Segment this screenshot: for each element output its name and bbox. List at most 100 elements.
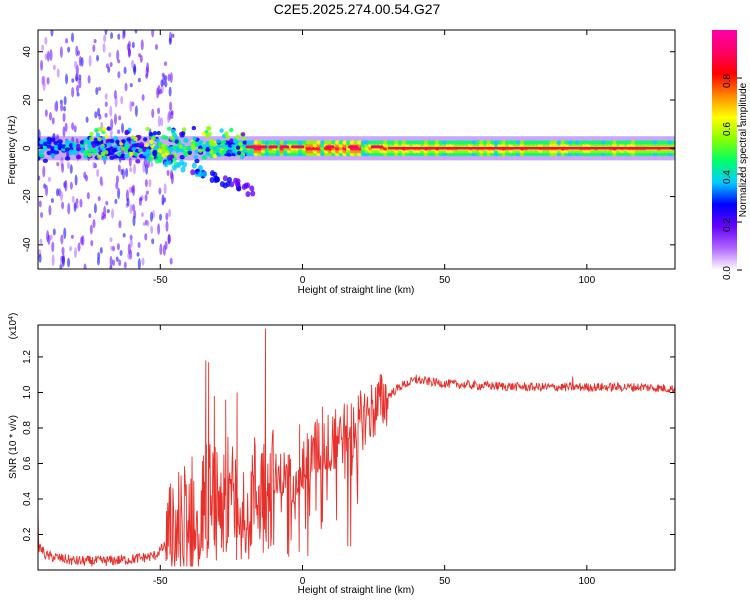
- spectrogram-noise-mark: [97, 107, 101, 117]
- spectrogram-noise-mark: [163, 61, 167, 67]
- spectrogram-band-mark: [604, 140, 610, 145]
- spectrogram-band-mark: [467, 140, 474, 145]
- spectrogram-band-mark: [331, 140, 337, 145]
- spectrogram-noise-mark: [165, 212, 169, 221]
- spectrogram-noise-mark: [94, 111, 98, 119]
- spectrogram-noise-mark: [109, 105, 113, 118]
- spectrogram-noise-mark: [52, 228, 56, 236]
- spectrogram-band-mark: [364, 140, 370, 145]
- snr-y-label: SNR (10 * v/v): [8, 415, 19, 479]
- spectrogram-noise-mark: [144, 194, 148, 202]
- spectrogram-noise-mark: [137, 241, 141, 249]
- spectrogram-branch-mark: [249, 185, 255, 192]
- spectrogram-noise-mark: [161, 194, 165, 205]
- spectrogram-cluster-mark: [126, 137, 131, 142]
- spectrogram-cluster-mark: [236, 150, 242, 156]
- spectrogram-band-mark: [286, 140, 292, 145]
- spectrogram-band-mark: [316, 140, 322, 145]
- spectrogram-band-mark: [530, 140, 536, 145]
- spectrogram-cluster-mark: [148, 132, 154, 137]
- spectrogram-noise-mark: [64, 122, 68, 132]
- spectrogram-cluster-mark: [170, 129, 176, 134]
- spectrogram-noise-mark: [129, 167, 133, 173]
- spectrogram-cluster-mark: [211, 142, 217, 147]
- spectrogram-band-mark: [345, 140, 352, 145]
- spectrogram-noise-mark: [149, 211, 153, 222]
- spectrogram-noise-mark: [128, 186, 132, 194]
- spectrogram-noise-mark: [117, 129, 121, 135]
- spectrogram-ticks: -50 0 50 100 40 20 0 -20 -40: [22, 30, 675, 286]
- spectrogram-cluster-mark: [94, 127, 99, 133]
- spectrogram-band-mark: [76, 154, 82, 160]
- spectrogram-cluster-mark: [93, 137, 99, 143]
- spectrogram-noise-mark: [150, 225, 154, 235]
- spectrogram-cluster-mark: [229, 127, 234, 133]
- spectrogram-cluster-mark: [220, 144, 225, 150]
- spectrogram-noise-mark: [109, 237, 113, 243]
- spectrogram-noise-mark: [137, 77, 141, 83]
- spectrogram-noise-mark: [115, 256, 119, 262]
- spectrogram-noise-mark: [74, 247, 78, 258]
- spectrogram-x-label: Height of straight line (km): [298, 285, 415, 296]
- spectrogram-noise-mark: [63, 105, 67, 112]
- spectrogram-cluster-mark: [232, 139, 238, 144]
- spectrogram-noise-mark: [86, 192, 90, 200]
- spectrogram-frame: [37, 29, 676, 270]
- spectrogram-cluster-mark: [226, 152, 232, 157]
- spectrogram-noise-mark: [67, 46, 71, 53]
- spectrogram-band-mark: [390, 140, 396, 145]
- spectrogram-branch-mark: [163, 161, 169, 168]
- spectrogram-noise-mark: [127, 252, 131, 260]
- spectrogram-noise-mark: [64, 179, 68, 192]
- spectrogram-band-mark: [39, 149, 45, 154]
- spectrogram-cluster-mark: [191, 125, 197, 131]
- spectrogram-branch-mark: [219, 181, 225, 188]
- snr-x-tick-label: -50: [153, 576, 168, 587]
- spectrogram-noise-mark: [129, 234, 133, 241]
- spectrogram-band-mark: [72, 151, 78, 156]
- spectrogram-noise-mark: [77, 50, 81, 56]
- spectrogram-band-mark: [626, 140, 633, 145]
- spectrogram-noise-mark: [138, 53, 142, 58]
- spectrogram-noise-mark: [122, 168, 126, 180]
- spectrogram-noise-mark: [164, 74, 168, 82]
- spectrogram-peak: [291, 145, 305, 149]
- spectrogram-branch-mark: [197, 171, 203, 178]
- spectrogram-y-tick-label: 20: [22, 94, 33, 106]
- spectrogram-band-mark: [515, 140, 522, 145]
- spectrogram-noise-mark: [67, 202, 71, 215]
- spectrogram-band-mark: [257, 140, 263, 145]
- spectrogram-band-mark: [408, 140, 414, 145]
- spectrogram-band-mark: [527, 140, 533, 145]
- spectrogram-cluster-mark: [216, 152, 222, 157]
- spectrogram-band-mark: [601, 140, 607, 145]
- spectrogram-cluster-mark: [89, 131, 94, 137]
- snr-frame: [37, 324, 676, 571]
- spectrogram-cluster-mark: [99, 145, 105, 150]
- spectrogram-noise-mark: [132, 204, 136, 212]
- spectrogram-y-tick-label: 40: [22, 46, 33, 58]
- spectrogram-cluster-mark: [175, 148, 180, 154]
- spectrogram-band-mark: [294, 140, 300, 145]
- spectrogram-noise-mark: [158, 187, 162, 195]
- spectrogram-y-tick-label: 0: [22, 145, 33, 151]
- spectrogram-noise-mark: [163, 183, 167, 195]
- spectrogram-cluster-mark: [102, 127, 107, 132]
- snr-x-tick-label: 50: [439, 576, 451, 587]
- spectrogram-noise-mark: [96, 54, 100, 62]
- spectrogram-cluster-mark: [193, 154, 198, 160]
- spectrogram-band-mark: [552, 140, 559, 145]
- spectrogram-noise-mark: [95, 87, 99, 96]
- spectrogram-band-mark: [179, 154, 185, 160]
- spectrogram-noise-mark: [48, 111, 52, 121]
- spectrogram-cluster-mark: [149, 139, 154, 145]
- spectrogram-noise-mark: [170, 172, 174, 185]
- spectrogram-noise-mark: [111, 208, 115, 219]
- spectrogram-band-mark: [663, 140, 670, 145]
- spectrogram-band-mark: [50, 153, 56, 158]
- spectrogram-band-mark: [504, 140, 511, 145]
- spectrogram-band-mark: [634, 140, 640, 145]
- spectrogram-branch-mark: [245, 191, 251, 198]
- spectrogram-cluster-mark: [100, 151, 106, 156]
- spectrogram-noise-mark: [96, 257, 100, 266]
